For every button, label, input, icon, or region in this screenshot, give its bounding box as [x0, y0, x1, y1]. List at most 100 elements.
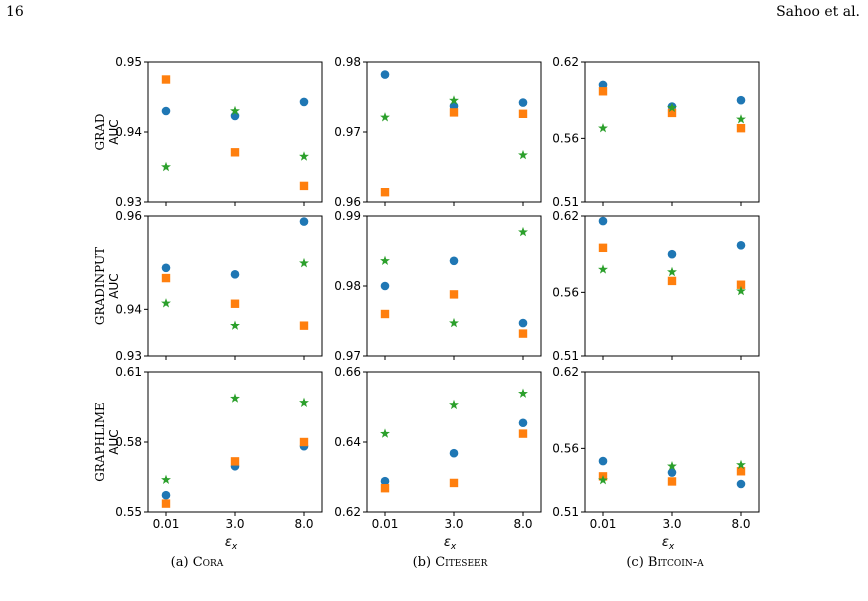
- point-orange: [518, 109, 528, 118]
- y-tick-label: 0.56: [552, 131, 579, 145]
- x-axis-label: εx: [225, 535, 238, 552]
- point-blue: [380, 70, 390, 79]
- caption-c-name: Bitcoin-α: [647, 555, 704, 570]
- y-tick-label: 0.96: [334, 195, 361, 209]
- y-tick-label: 0.56: [552, 285, 579, 299]
- caption-c: (c) Bitcoin-α: [565, 555, 765, 570]
- point-green: [449, 399, 459, 410]
- caption-a: (a) Cora: [97, 555, 297, 570]
- point-green: [299, 151, 309, 161]
- point-blue: [380, 281, 390, 291]
- point-orange: [449, 290, 459, 299]
- point-green: [518, 149, 528, 160]
- point-orange: [299, 181, 309, 191]
- point-green: [449, 95, 459, 105]
- point-orange: [161, 75, 171, 84]
- caption-b-name: Citeseer: [435, 555, 488, 570]
- point-blue: [518, 98, 528, 107]
- point-orange: [161, 273, 171, 283]
- y-axis-label: AUC: [107, 273, 121, 298]
- point-green: [667, 460, 677, 471]
- x-tick-label: 8.0: [513, 517, 532, 531]
- point-orange: [667, 108, 677, 118]
- point-green: [667, 102, 677, 113]
- point-green: [518, 226, 528, 237]
- caption-a-prefix: (a): [170, 555, 193, 570]
- point-blue: [161, 106, 171, 116]
- panel-frame: [366, 61, 542, 203]
- point-blue: [299, 97, 309, 107]
- x-axis-label: εx: [662, 535, 675, 552]
- point-blue: [449, 256, 459, 266]
- panel-frame: [366, 215, 542, 357]
- y-tick-label: 0.62: [552, 209, 579, 223]
- y-tick-label: 0.56: [552, 441, 579, 455]
- point-orange: [449, 478, 459, 488]
- y-axis-label: AUC: [107, 119, 121, 144]
- y-tick-label: 0.98: [334, 279, 361, 293]
- x-tick-label: 8.0: [731, 517, 750, 531]
- point-blue: [299, 217, 309, 226]
- caption-a-name: Cora: [192, 555, 224, 570]
- point-green: [736, 114, 746, 124]
- y-axis-label: AUC: [107, 429, 121, 454]
- x-tick-label: 0.01: [590, 517, 617, 531]
- x-axis-label: εx: [444, 535, 457, 552]
- point-blue: [667, 249, 677, 259]
- row-label: GRADINPUT: [93, 247, 107, 325]
- panel-frame: [584, 215, 760, 357]
- point-orange: [518, 429, 528, 438]
- point-orange: [667, 276, 677, 286]
- point-green: [598, 474, 608, 485]
- y-tick-label: 0.62: [334, 505, 361, 519]
- point-orange: [230, 148, 240, 157]
- y-tick-label: 0.51: [552, 195, 579, 209]
- caption-b-prefix: (b): [412, 555, 436, 570]
- y-tick-label: 0.62: [552, 55, 579, 69]
- point-green: [161, 474, 171, 485]
- y-tick-label: 0.98: [334, 55, 361, 69]
- point-green: [598, 122, 608, 133]
- point-orange: [230, 457, 240, 466]
- point-orange: [736, 280, 746, 289]
- y-tick-label: 0.61: [115, 365, 142, 379]
- panel-frame: [147, 215, 323, 357]
- y-tick-label: 0.51: [552, 349, 579, 363]
- point-orange: [449, 108, 459, 117]
- point-orange: [380, 309, 390, 319]
- point-green: [518, 388, 528, 398]
- point-orange: [230, 299, 240, 308]
- point-orange: [299, 321, 309, 330]
- point-orange: [380, 188, 390, 197]
- panel-frame: [147, 371, 323, 513]
- row-label: GRAPHLIME: [93, 402, 107, 482]
- y-tick-label: 0.51: [552, 505, 579, 519]
- point-orange: [736, 467, 746, 476]
- y-tick-label: 0.62: [552, 365, 579, 379]
- y-tick-label: 0.58: [115, 435, 142, 449]
- panel-frame: [584, 61, 760, 203]
- x-tick-label: 0.01: [153, 517, 180, 531]
- point-green: [598, 264, 608, 274]
- x-tick-label: 3.0: [662, 517, 681, 531]
- point-blue: [161, 490, 171, 500]
- point-green: [667, 266, 677, 277]
- y-tick-label: 0.99: [334, 209, 361, 223]
- y-tick-label: 0.55: [115, 505, 142, 519]
- point-green: [736, 285, 746, 296]
- point-blue: [667, 468, 677, 477]
- panel-frame: [147, 61, 323, 203]
- point-green: [449, 317, 459, 328]
- caption-c-prefix: (c): [626, 555, 648, 570]
- point-blue: [380, 476, 390, 486]
- point-blue: [161, 263, 171, 273]
- y-tick-label: 0.64: [334, 435, 361, 449]
- point-blue: [598, 216, 608, 226]
- point-green: [161, 161, 171, 172]
- x-tick-label: 8.0: [294, 517, 313, 531]
- point-blue: [518, 318, 528, 328]
- point-blue: [598, 456, 608, 466]
- row-label: GRAD: [93, 114, 107, 151]
- point-orange: [736, 123, 746, 133]
